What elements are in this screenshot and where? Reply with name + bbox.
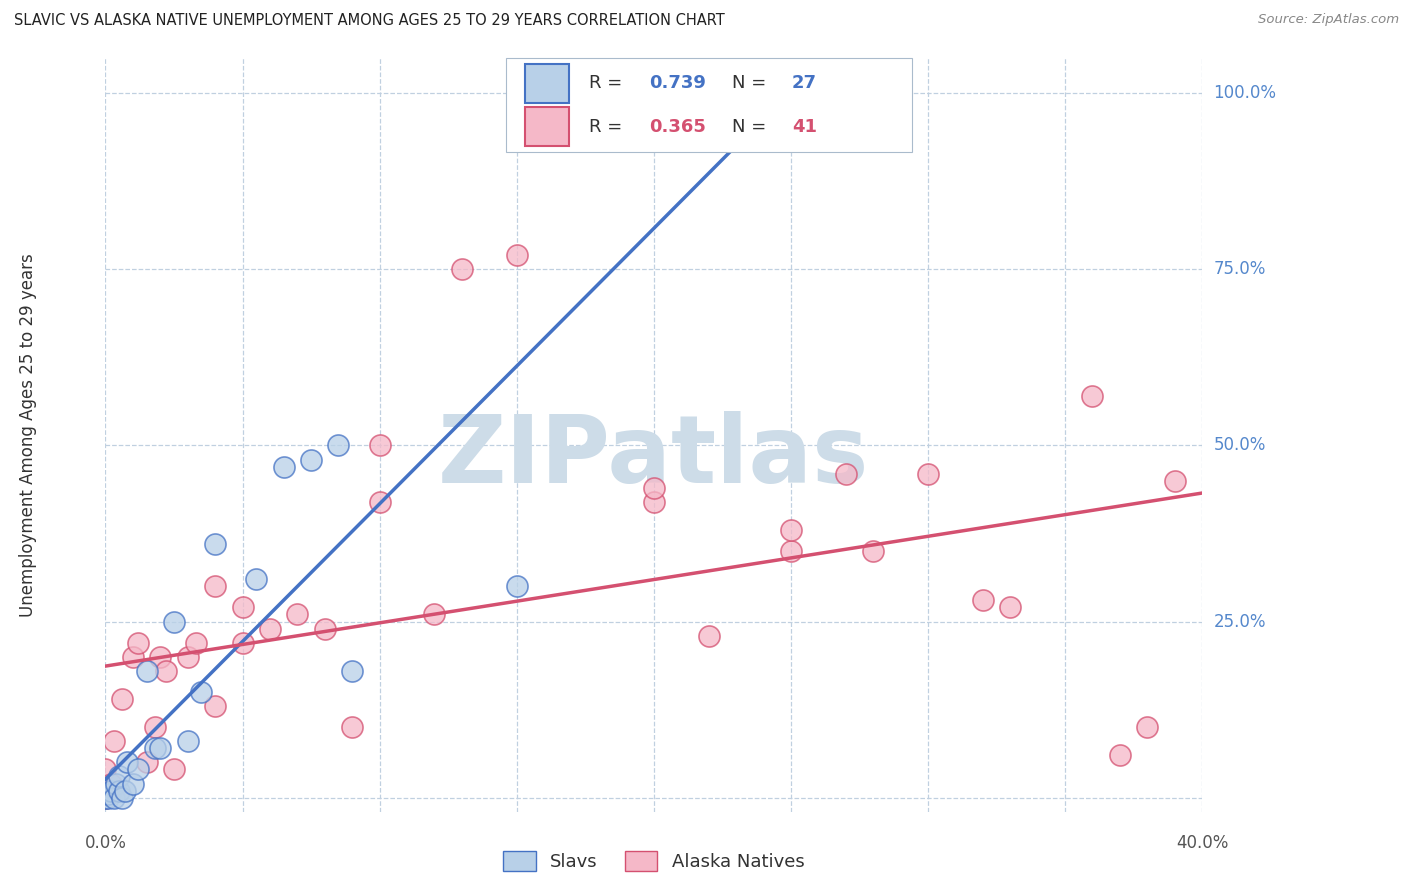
Point	[697, 107, 720, 121]
Point	[998, 600, 1021, 615]
Point	[231, 635, 254, 649]
Text: 25.0%: 25.0%	[1213, 613, 1265, 631]
Point	[204, 699, 226, 714]
Point	[114, 783, 136, 797]
Point	[328, 438, 350, 452]
Point	[190, 685, 212, 699]
Point	[643, 495, 665, 509]
Text: 75.0%: 75.0%	[1213, 260, 1265, 278]
Point	[121, 776, 145, 790]
Point	[273, 459, 295, 474]
Text: SLAVIC VS ALASKA NATIVE UNEMPLOYMENT AMONG AGES 25 TO 29 YEARS CORRELATION CHART: SLAVIC VS ALASKA NATIVE UNEMPLOYMENT AMO…	[14, 13, 725, 29]
Point	[299, 452, 322, 467]
Text: 0.739: 0.739	[650, 74, 706, 93]
Point	[127, 635, 149, 649]
Text: 0.0%: 0.0%	[84, 834, 127, 852]
Point	[287, 607, 309, 622]
Text: 27: 27	[792, 74, 817, 93]
Point	[111, 790, 134, 805]
Point	[135, 664, 157, 678]
Point	[117, 756, 139, 770]
Point	[103, 790, 125, 805]
Point	[1136, 720, 1159, 734]
Legend: Slavs, Alaska Natives: Slavs, Alaska Natives	[496, 844, 811, 878]
Point	[94, 763, 117, 777]
Point	[149, 741, 172, 756]
Point	[100, 783, 122, 797]
Point	[177, 734, 200, 748]
Point	[204, 537, 226, 551]
Point	[1108, 748, 1130, 763]
Point	[103, 734, 125, 748]
Point	[231, 600, 254, 615]
Point	[506, 579, 529, 593]
Point	[779, 523, 801, 537]
Text: 50.0%: 50.0%	[1213, 436, 1265, 454]
Point	[862, 544, 884, 558]
Point	[127, 763, 149, 777]
Point	[259, 622, 281, 636]
Point	[163, 763, 186, 777]
Point	[143, 720, 166, 734]
Point	[100, 776, 122, 790]
Text: N =: N =	[731, 118, 772, 136]
Text: ZIPatlas: ZIPatlas	[439, 411, 869, 503]
Point	[779, 544, 801, 558]
Point	[340, 720, 363, 734]
FancyBboxPatch shape	[526, 107, 569, 146]
Point	[149, 649, 172, 664]
Point	[108, 770, 131, 784]
Point	[314, 622, 336, 636]
Text: 41: 41	[792, 118, 817, 136]
Point	[97, 790, 120, 805]
Point	[423, 607, 446, 622]
Point	[1081, 389, 1104, 403]
Text: R =: R =	[589, 118, 628, 136]
FancyBboxPatch shape	[506, 58, 911, 153]
Point	[94, 790, 117, 805]
Text: Unemployment Among Ages 25 to 29 years: Unemployment Among Ages 25 to 29 years	[20, 253, 37, 616]
Point	[177, 649, 200, 664]
Point	[697, 629, 720, 643]
Point	[111, 692, 134, 706]
Point	[368, 438, 391, 452]
Point	[155, 664, 177, 678]
Point	[917, 467, 939, 481]
Point	[340, 664, 363, 678]
Point	[97, 787, 120, 801]
Point	[143, 741, 166, 756]
Text: 40.0%: 40.0%	[1175, 834, 1229, 852]
Point	[1164, 474, 1187, 488]
FancyBboxPatch shape	[526, 64, 569, 103]
Point	[245, 572, 267, 586]
Point	[108, 783, 131, 797]
Point	[184, 635, 207, 649]
Point	[450, 262, 472, 277]
Point	[972, 593, 994, 607]
Text: 0.365: 0.365	[650, 118, 706, 136]
Point	[135, 756, 157, 770]
Point	[506, 248, 529, 262]
Point	[204, 579, 226, 593]
Point	[163, 615, 186, 629]
Point	[368, 495, 391, 509]
Point	[105, 776, 128, 790]
Point	[121, 649, 145, 664]
Text: Source: ZipAtlas.com: Source: ZipAtlas.com	[1258, 13, 1399, 27]
Text: N =: N =	[731, 74, 772, 93]
Point	[643, 481, 665, 495]
Point	[94, 790, 117, 805]
Point	[835, 467, 858, 481]
Text: 100.0%: 100.0%	[1213, 84, 1277, 103]
Text: R =: R =	[589, 74, 628, 93]
